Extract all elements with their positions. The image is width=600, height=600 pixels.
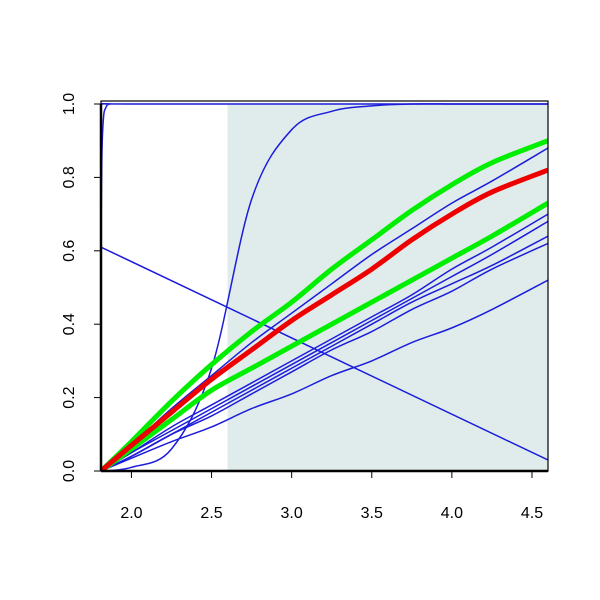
series-line <box>101 220 548 471</box>
series-line <box>101 147 548 471</box>
y-tick-label: 0.8 <box>61 166 78 188</box>
x-tick-label: 2.0 <box>120 505 142 522</box>
x-tick-label: 4.5 <box>521 505 543 522</box>
series-line <box>101 138 548 471</box>
x-tick-label: 4.0 <box>441 505 463 522</box>
y-tick-label: 0.4 <box>61 313 78 335</box>
shaded-region <box>227 104 548 471</box>
series-line <box>101 200 548 471</box>
series-line <box>101 167 548 471</box>
series-line <box>101 279 548 471</box>
y-tick-label: 1.0 <box>61 93 78 115</box>
y-tick-label: 0.0 <box>61 460 78 482</box>
y-tick-label: 0.2 <box>61 386 78 408</box>
series-line <box>101 242 548 471</box>
x-tick-label: 2.5 <box>200 505 222 522</box>
x-tick-label: 3.0 <box>281 505 303 522</box>
series-line <box>101 103 548 471</box>
plot-lines <box>101 102 548 471</box>
y-tick-label: 0.6 <box>61 240 78 262</box>
x-tick-label: 3.5 <box>361 505 383 522</box>
series-line <box>101 213 548 471</box>
